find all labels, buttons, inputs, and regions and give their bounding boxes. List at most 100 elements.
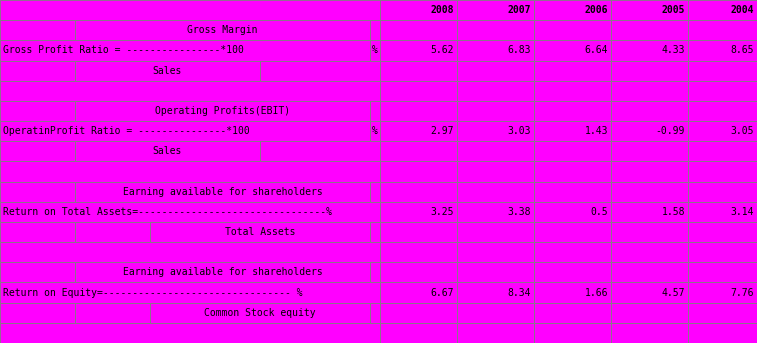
Bar [0,101,75,121]
Bar [688,283,757,303]
Bar [688,81,757,101]
Bar [457,101,534,121]
Bar [688,141,757,162]
Bar [370,303,380,323]
Bar [370,181,380,202]
Bar [380,20,457,40]
Bar [150,303,370,323]
Bar [0,202,380,222]
Bar [534,262,611,283]
Bar [534,40,611,60]
Bar [688,222,757,242]
Bar [611,40,688,60]
Bar [0,242,380,262]
Bar [457,162,534,181]
Bar [380,60,457,81]
Text: Return on Total Assets=--------------------------------%: Return on Total Assets=-----------------… [3,207,332,217]
Bar [611,222,688,242]
Text: 2008: 2008 [431,5,454,15]
Bar [380,222,457,242]
Bar [380,283,457,303]
Bar [75,101,370,121]
Bar [380,0,457,20]
Bar [688,242,757,262]
Text: 4.57: 4.57 [662,287,685,298]
Text: 8.34: 8.34 [507,287,531,298]
Text: 6.64: 6.64 [584,45,608,56]
Text: Earning available for shareholders: Earning available for shareholders [123,268,322,277]
Bar [75,303,150,323]
Bar [611,283,688,303]
Bar [0,121,370,141]
Text: Return on Equity=-------------------------------- %: Return on Equity=-----------------------… [3,287,303,298]
Text: 1.43: 1.43 [584,126,608,136]
Text: 3.14: 3.14 [731,207,754,217]
Text: Sales: Sales [153,146,182,156]
Bar [534,81,611,101]
Bar [611,0,688,20]
Bar [457,20,534,40]
Bar [0,303,75,323]
Bar [534,242,611,262]
Text: Sales: Sales [153,66,182,75]
Bar [688,303,757,323]
Bar [380,202,457,222]
Bar [0,0,380,20]
Bar [611,141,688,162]
Text: 5.62: 5.62 [431,45,454,56]
Bar [380,40,457,60]
Text: 1.66: 1.66 [584,287,608,298]
Text: 6.67: 6.67 [431,287,454,298]
Bar [457,141,534,162]
Bar [534,202,611,222]
Bar [0,20,75,40]
Bar [380,242,457,262]
Bar [380,141,457,162]
Bar [380,101,457,121]
Text: -0.99: -0.99 [656,126,685,136]
Bar [260,60,380,81]
Text: Operating Profits(EBIT): Operating Profits(EBIT) [155,106,290,116]
Bar [534,101,611,121]
Bar [534,0,611,20]
Text: 1.58: 1.58 [662,207,685,217]
Bar [457,242,534,262]
Text: 3.25: 3.25 [431,207,454,217]
Bar [0,81,380,101]
Bar [688,40,757,60]
Bar [457,303,534,323]
Bar [534,303,611,323]
Bar [370,101,380,121]
Bar [0,141,75,162]
Bar [457,262,534,283]
Bar [0,323,380,343]
Bar [380,303,457,323]
Bar [75,60,260,81]
Bar [0,262,75,283]
Bar [457,181,534,202]
Bar [0,60,75,81]
Text: %: % [372,45,378,56]
Text: Gross Profit Ratio = ----------------*100: Gross Profit Ratio = ----------------*10… [3,45,244,56]
Text: Gross Margin: Gross Margin [187,25,257,35]
Bar [611,162,688,181]
Bar [611,81,688,101]
Bar [534,283,611,303]
Bar [688,202,757,222]
Bar [75,222,150,242]
Text: 4.33: 4.33 [662,45,685,56]
Text: 2.97: 2.97 [431,126,454,136]
Bar [457,40,534,60]
Bar [611,303,688,323]
Bar [611,20,688,40]
Text: %: % [372,126,378,136]
Bar [688,60,757,81]
Text: Common Stock equity: Common Stock equity [204,308,316,318]
Bar [534,162,611,181]
Bar [370,262,380,283]
Text: 7.76: 7.76 [731,287,754,298]
Bar [611,262,688,283]
Text: 3.03: 3.03 [507,126,531,136]
Bar [75,141,260,162]
Text: 6.83: 6.83 [507,45,531,56]
